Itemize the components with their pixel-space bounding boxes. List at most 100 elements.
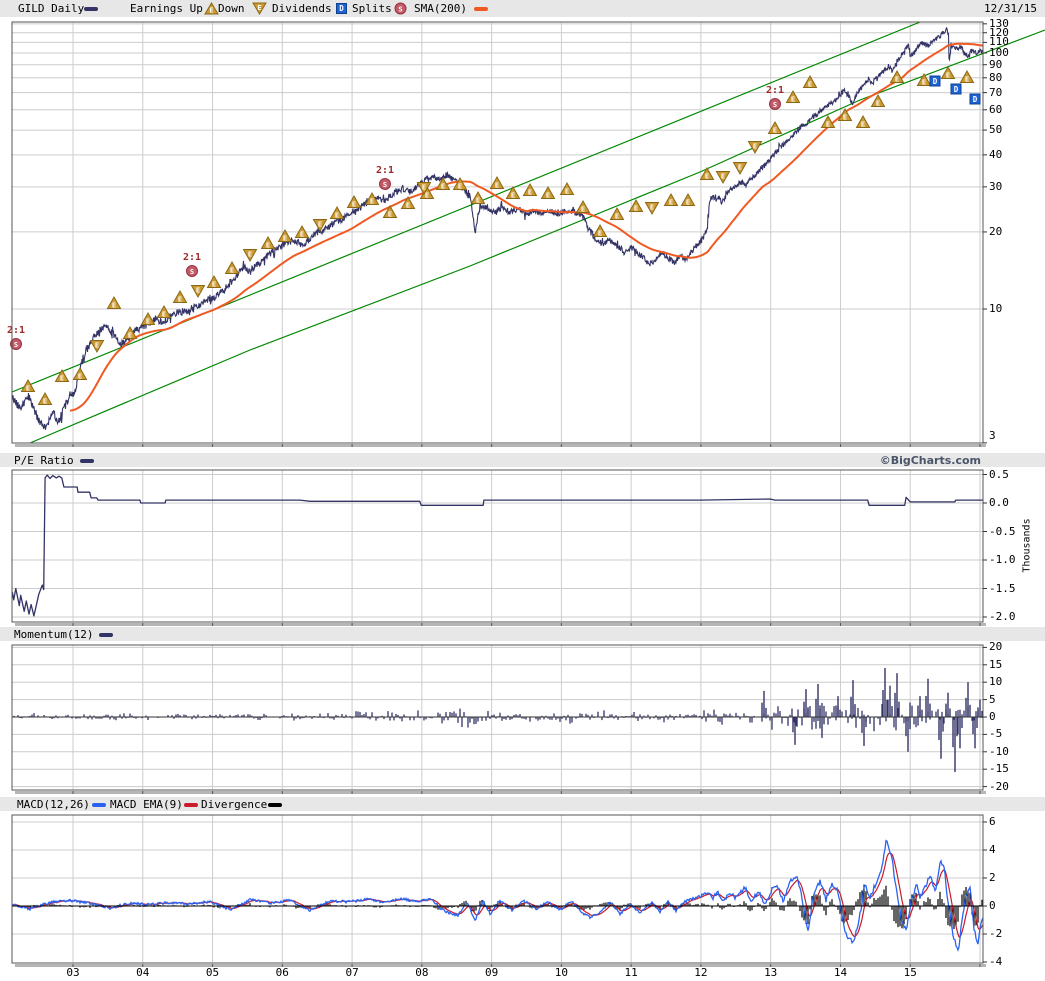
momentum-line-swatch	[99, 633, 113, 637]
svg-text:E: E	[773, 127, 777, 135]
svg-text:E: E	[370, 198, 374, 206]
legend-earnings-up-label: Earnings Up	[130, 2, 203, 15]
svg-text:S: S	[383, 181, 387, 189]
legend-splits-label: Splits	[352, 2, 392, 15]
svg-text:E: E	[230, 267, 234, 275]
svg-text:E: E	[965, 76, 969, 84]
svg-text:E: E	[162, 311, 166, 319]
svg-text:E: E	[946, 72, 950, 80]
svg-text:E: E	[721, 173, 725, 181]
earnings-down-icon: E	[252, 2, 267, 15]
svg-text:E: E	[318, 221, 322, 229]
svg-text:2:1: 2:1	[376, 165, 394, 176]
svg-text:E: E	[146, 318, 150, 326]
svg-text:E: E	[78, 373, 82, 381]
svg-text:E: E	[650, 204, 654, 212]
svg-text:E: E	[634, 205, 638, 213]
momentum-legend-band: Momentum(12)	[0, 627, 1045, 641]
svg-text:E: E	[705, 173, 709, 181]
svg-text:E: E	[458, 183, 462, 191]
svg-text:S: S	[14, 341, 18, 349]
symbol-label: GILD Daily	[18, 2, 85, 15]
divergence-swatch	[268, 803, 282, 807]
svg-text:E: E	[441, 183, 445, 191]
dividend-icon: D	[336, 3, 347, 14]
svg-text:E: E	[476, 197, 480, 205]
macd-line-swatch	[92, 803, 106, 807]
svg-text:E: E	[511, 192, 515, 200]
svg-text:D: D	[973, 95, 978, 104]
svg-text:E: E	[248, 251, 252, 259]
svg-text:E: E	[791, 96, 795, 104]
svg-text:E: E	[112, 302, 116, 310]
svg-text:E: E	[546, 192, 550, 200]
svg-text:E: E	[128, 332, 132, 340]
split-icon-letter: S	[398, 5, 402, 13]
svg-text:E: E	[581, 206, 585, 214]
svg-text:E: E	[266, 242, 270, 250]
svg-text:E: E	[826, 121, 830, 129]
svg-text:E: E	[669, 199, 673, 207]
chart-date: 12/31/15	[984, 2, 1037, 15]
svg-text:E: E	[425, 192, 429, 200]
svg-text:E: E	[283, 235, 287, 243]
pe-line-swatch	[80, 459, 94, 463]
macd-legend-band: MACD(12,26) MACD EMA(9) Divergence	[0, 797, 1045, 811]
earnings-up-icon: E	[204, 2, 219, 15]
svg-text:E: E	[300, 231, 304, 239]
main-legend-band: GILD Daily Earnings Up E Down E Dividend…	[0, 0, 1045, 17]
svg-text:E: E	[843, 114, 847, 122]
macd-ema-swatch	[184, 803, 198, 807]
svg-text:E: E	[43, 398, 47, 406]
svg-text:E: E	[95, 342, 99, 350]
price-line-swatch	[84, 7, 98, 11]
svg-text:E: E	[528, 189, 532, 197]
svg-text:E: E	[406, 202, 410, 210]
macd-title: MACD(12,26)	[17, 798, 90, 811]
momentum-title: Momentum(12)	[14, 628, 94, 641]
svg-text:E: E	[196, 287, 200, 295]
svg-text:S: S	[773, 101, 777, 109]
svg-text:E: E	[178, 296, 182, 304]
svg-text:E: E	[422, 184, 426, 192]
pe-title: P/E Ratio	[14, 454, 74, 467]
svg-text:E: E	[861, 121, 865, 129]
svg-text:2:1: 2:1	[766, 85, 784, 96]
legend-earnings-down-label: Down	[218, 2, 245, 15]
svg-text:E: E	[565, 188, 569, 196]
split-icon: S	[394, 2, 407, 15]
svg-text:E: E	[922, 79, 926, 87]
earnings-up-icon-letter: E	[209, 7, 213, 15]
svg-text:E: E	[808, 81, 812, 89]
svg-text:S: S	[190, 268, 194, 276]
svg-text:2:1: 2:1	[7, 325, 25, 336]
dividend-icon-letter: D	[339, 4, 344, 13]
macd-ema-title: MACD EMA(9)	[110, 798, 183, 811]
bigcharts-copyright: ©BigCharts.com	[879, 454, 981, 467]
svg-text:E: E	[495, 182, 499, 190]
svg-text:E: E	[876, 100, 880, 108]
pe-legend-band: P/E Ratio ©BigCharts.com	[0, 453, 1045, 467]
sma-line-swatch	[474, 7, 488, 11]
svg-text:E: E	[598, 230, 602, 238]
svg-text:E: E	[388, 211, 392, 219]
svg-text:D: D	[954, 85, 959, 94]
legend-sma-label: SMA(200)	[414, 2, 467, 15]
svg-text:D: D	[933, 77, 938, 86]
svg-text:E: E	[352, 201, 356, 209]
svg-text:2:1: 2:1	[183, 252, 201, 263]
svg-text:E: E	[26, 385, 30, 393]
svg-text:E: E	[615, 213, 619, 221]
svg-text:E: E	[60, 375, 64, 383]
svg-text:E: E	[738, 164, 742, 172]
svg-text:E: E	[212, 281, 216, 289]
svg-text:E: E	[895, 76, 899, 84]
svg-text:E: E	[335, 212, 339, 220]
svg-text:E: E	[686, 199, 690, 207]
divergence-title: Divergence	[201, 798, 268, 811]
svg-text:E: E	[753, 143, 757, 151]
legend-dividends-label: Dividends	[272, 2, 332, 15]
earnings-down-icon-letter: E	[257, 4, 261, 12]
